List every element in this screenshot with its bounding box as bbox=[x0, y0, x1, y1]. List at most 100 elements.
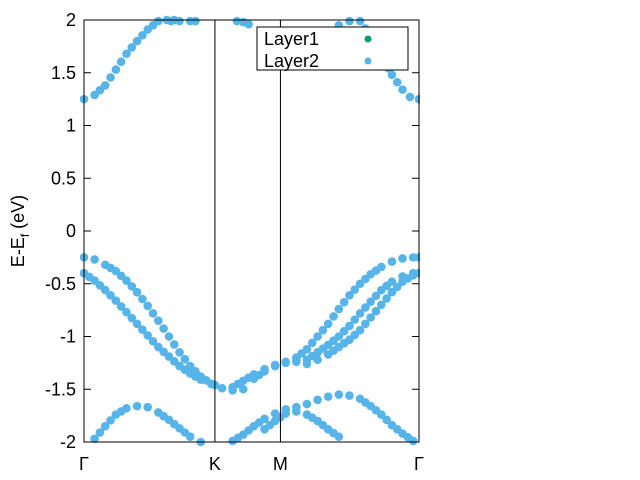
data-point bbox=[260, 414, 269, 424]
data-point bbox=[371, 291, 381, 301]
legend-label-layer2: Layer2 bbox=[264, 51, 319, 71]
data-point bbox=[350, 285, 360, 294]
data-point bbox=[292, 357, 301, 367]
data-point bbox=[366, 313, 375, 322]
data-points-layer bbox=[80, 15, 420, 447]
data-point bbox=[138, 294, 147, 304]
data-point bbox=[127, 313, 137, 323]
legend-marker-layer2 bbox=[364, 57, 372, 65]
data-point bbox=[355, 325, 365, 335]
y-tick-label: -2 bbox=[60, 432, 76, 452]
data-point bbox=[313, 355, 322, 365]
data-point bbox=[95, 428, 105, 437]
data-point bbox=[398, 85, 407, 94]
data-point bbox=[302, 399, 312, 409]
data-point bbox=[307, 338, 317, 348]
data-point bbox=[382, 415, 391, 425]
data-point bbox=[377, 262, 386, 272]
data-point bbox=[270, 361, 280, 371]
data-point bbox=[169, 340, 179, 349]
data-point bbox=[361, 319, 370, 329]
data-point bbox=[185, 432, 195, 442]
data-point bbox=[90, 255, 99, 264]
data-point bbox=[345, 291, 354, 300]
data-point bbox=[334, 390, 344, 399]
data-point bbox=[339, 326, 349, 336]
y-tick-label: -1.5 bbox=[45, 379, 76, 399]
legend: Layer1 Layer2 bbox=[256, 26, 409, 71]
data-point bbox=[111, 296, 121, 305]
data-point bbox=[260, 367, 269, 376]
data-point bbox=[387, 70, 397, 80]
data-point bbox=[127, 282, 137, 291]
data-point bbox=[302, 344, 312, 354]
data-point bbox=[111, 65, 121, 74]
data-point bbox=[339, 297, 349, 307]
data-point bbox=[345, 391, 354, 400]
data-point bbox=[143, 331, 153, 340]
data-point bbox=[355, 16, 365, 26]
data-point bbox=[132, 36, 142, 46]
data-point bbox=[292, 407, 301, 416]
data-point bbox=[154, 16, 163, 26]
data-point bbox=[148, 336, 158, 346]
data-point bbox=[345, 321, 354, 331]
data-point bbox=[377, 410, 386, 419]
data-point bbox=[281, 358, 291, 368]
data-point bbox=[132, 287, 142, 297]
y-tick-label: -0.5 bbox=[45, 274, 76, 294]
data-point bbox=[143, 402, 153, 412]
data-point bbox=[334, 304, 344, 314]
data-point bbox=[175, 348, 184, 357]
data-point bbox=[122, 49, 131, 59]
data-point bbox=[405, 92, 415, 102]
legend-marker-layer1 bbox=[364, 35, 372, 43]
data-point bbox=[355, 308, 365, 318]
y-tick-label: 0.5 bbox=[51, 168, 76, 188]
data-point bbox=[302, 359, 312, 369]
data-point bbox=[164, 332, 174, 341]
data-point bbox=[132, 319, 142, 329]
data-point bbox=[350, 315, 360, 324]
data-point bbox=[138, 325, 147, 334]
x-tick-label: K bbox=[209, 454, 221, 474]
y-tick-label: -1 bbox=[60, 327, 76, 347]
data-point bbox=[366, 297, 375, 306]
data-point bbox=[382, 294, 391, 303]
data-point bbox=[334, 432, 344, 442]
data-point bbox=[387, 257, 397, 266]
data-point bbox=[232, 16, 242, 26]
data-point bbox=[244, 19, 253, 29]
data-point bbox=[100, 421, 110, 431]
data-point bbox=[175, 16, 184, 26]
data-point bbox=[116, 302, 126, 311]
data-point bbox=[387, 287, 397, 297]
data-point bbox=[132, 401, 142, 411]
data-point bbox=[106, 416, 115, 425]
x-tick-label: Γ bbox=[79, 454, 89, 474]
data-point bbox=[122, 276, 131, 285]
data-point bbox=[122, 403, 131, 413]
data-point bbox=[345, 16, 354, 26]
data-point bbox=[313, 332, 322, 341]
data-point bbox=[323, 319, 333, 329]
y-axis: 2 1.5 1 0.5 0 -0.5 -1 -1.5 -2 bbox=[45, 10, 419, 452]
data-point bbox=[361, 303, 370, 312]
data-point bbox=[159, 324, 168, 333]
y-axis-label: E-Ef (eV) bbox=[8, 195, 32, 267]
y-tick-label: 1.5 bbox=[51, 63, 76, 83]
data-point bbox=[392, 77, 402, 87]
data-point bbox=[100, 285, 110, 295]
data-point bbox=[377, 300, 386, 310]
data-point bbox=[398, 254, 407, 263]
y-axis-label-subscript: f bbox=[18, 233, 32, 237]
y-axis-label-unit: (eV) bbox=[8, 195, 28, 234]
data-point bbox=[100, 81, 110, 90]
y-tick-label: 2 bbox=[66, 10, 76, 30]
data-point bbox=[106, 291, 115, 300]
y-tick-label: 1 bbox=[66, 116, 76, 136]
data-point bbox=[106, 73, 115, 82]
data-point bbox=[392, 282, 402, 292]
